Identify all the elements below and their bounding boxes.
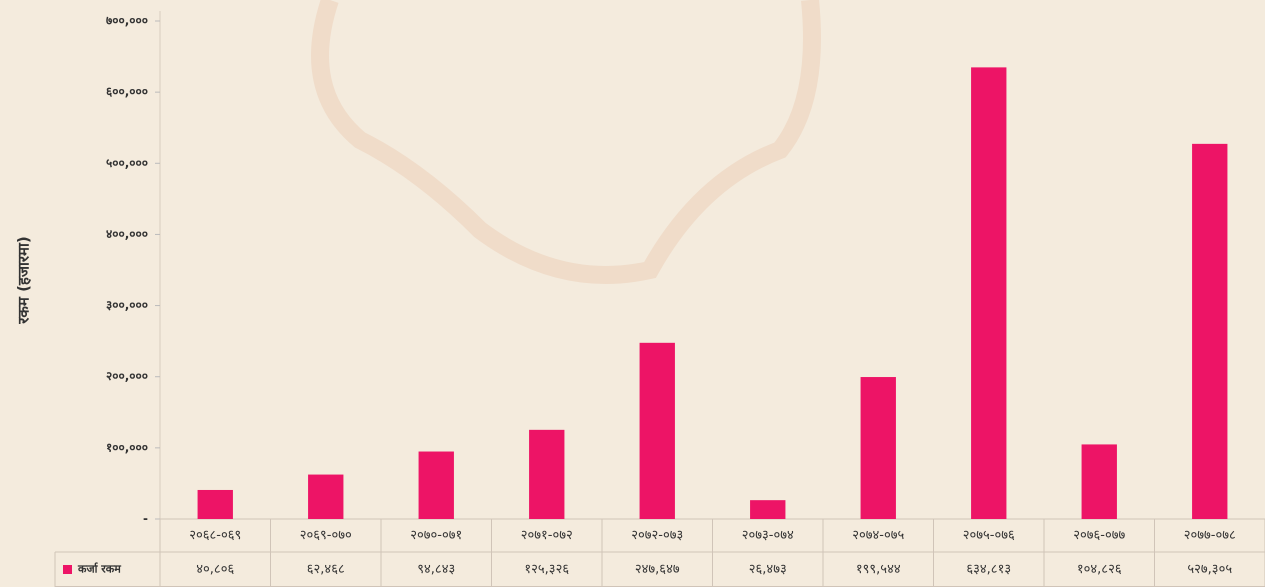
x-tick-label: २०७०-०७१ — [410, 528, 462, 543]
y-tick-label: ३००,००० — [106, 298, 148, 312]
chart: रकम (हजारमा) - १००,००० २००,००० ३००,००० ४००,०… — [0, 0, 1265, 587]
x-tick-label: २०६८-०६९ — [189, 528, 241, 543]
bar — [1082, 444, 1117, 519]
bar — [529, 430, 564, 519]
y-tick-label: ७००,००० — [106, 14, 148, 28]
bar — [1192, 144, 1227, 519]
x-tick-label: २०७६-०७७ — [1073, 528, 1125, 543]
x-tick-label: २०६९-०७० — [300, 528, 352, 543]
table-value: ६२,४६८ — [307, 562, 345, 577]
table-value: ९४,८४३ — [417, 562, 455, 577]
bar — [861, 377, 896, 519]
x-tick-label: २०७४-०७५ — [852, 528, 904, 543]
bar — [640, 343, 675, 519]
y-tick-label: - — [143, 512, 148, 526]
x-tick-label: २०७२-०७३ — [631, 528, 683, 543]
y-axis-label: रकम (हजारमा) — [15, 236, 33, 325]
table-value: १९९,५४४ — [856, 562, 901, 577]
table-value: १०४,८२६ — [1077, 562, 1122, 577]
background — [0, 0, 1265, 587]
legend-swatch — [63, 565, 72, 574]
y-tick-label: २००,००० — [106, 369, 148, 383]
bar — [308, 475, 343, 519]
x-tick-label: २०७१-०७२ — [521, 528, 573, 543]
bar — [750, 500, 785, 519]
y-tick-label: १००,००० — [106, 440, 148, 454]
bar — [198, 490, 233, 519]
table-value: ४०,८०६ — [196, 562, 234, 577]
x-tick-label: २०७३-०७४ — [742, 528, 794, 543]
y-tick-label: ६००,००० — [106, 85, 148, 99]
page: रकम (हजारमा) - १००,००० २००,००० ३००,००० ४००,०… — [0, 0, 1265, 587]
table-value: १२५,३२६ — [524, 562, 569, 577]
table-value: २६,४७३ — [749, 562, 787, 577]
y-tick-label: ५००,००० — [106, 156, 148, 170]
bar — [419, 452, 454, 519]
table-value: ६३४,८१३ — [966, 562, 1011, 577]
table-value: ५२७,३०५ — [1187, 562, 1232, 577]
y-tick-label: ४००,००० — [106, 227, 148, 241]
bar — [971, 67, 1006, 519]
x-tick-label: २०७७-०७८ — [1184, 528, 1236, 543]
legend-label: कर्जा रकम — [77, 562, 121, 576]
x-tick-label: २०७५-०७६ — [963, 528, 1015, 543]
table-value: २४७,६४७ — [635, 562, 680, 577]
